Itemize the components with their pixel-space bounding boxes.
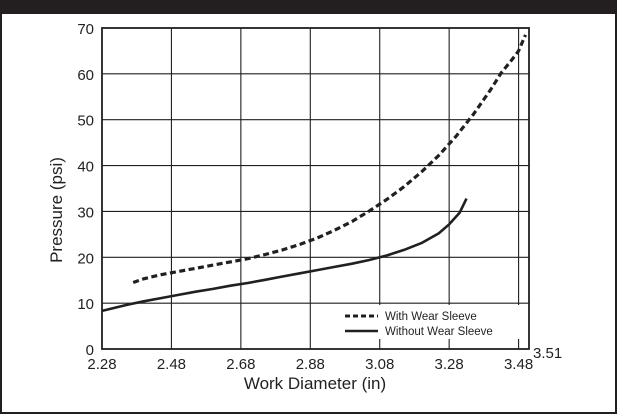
y-tick-label: 60 xyxy=(77,67,94,84)
y-tick-label: 20 xyxy=(77,250,94,267)
y-axis-ticks: 0 10 20 30 40 50 60 70 xyxy=(77,21,94,359)
x-tick-label: 2.88 xyxy=(296,356,325,373)
legend-label-with-wear-sleeve: With Wear Sleeve xyxy=(385,311,477,323)
y-tick-label: 10 xyxy=(77,296,94,313)
y-tick-label: 40 xyxy=(77,159,94,176)
x-tick-label: 2.28 xyxy=(87,356,116,373)
x-axis-ticks: 2.28 2.48 2.68 2.88 3.08 3.28 3.48 xyxy=(87,356,533,373)
y-tick-label: 30 xyxy=(77,204,94,221)
x-tick-label: 3.08 xyxy=(365,356,394,373)
y-tick-label: 70 xyxy=(77,21,94,38)
x-tick-label: 2.68 xyxy=(226,356,255,373)
plot-area xyxy=(101,27,530,350)
grid xyxy=(102,28,529,349)
series-layer xyxy=(101,34,527,313)
header-bar xyxy=(0,0,617,14)
series-line-with-wear-sleeve xyxy=(132,34,527,285)
x-tick-label: 2.48 xyxy=(157,356,186,373)
x-tick-label: 3.28 xyxy=(435,356,464,373)
y-tick-label: 0 xyxy=(86,342,94,359)
series-line-without-wear-sleeve xyxy=(101,198,468,313)
x-tick-label: 3.48 xyxy=(504,356,533,373)
y-axis-label: Pressure (psi) xyxy=(47,157,66,263)
legend: With Wear Sleeve Without Wear Sleeve xyxy=(330,305,524,339)
legend-box xyxy=(330,305,524,339)
y-tick-label: 50 xyxy=(77,113,94,130)
x-axis-extra-label: 3.51 xyxy=(533,345,562,362)
x-axis-label: Work Diameter (in) xyxy=(244,374,386,393)
legend-label-without-wear-sleeve: Without Wear Sleeve xyxy=(385,326,493,338)
